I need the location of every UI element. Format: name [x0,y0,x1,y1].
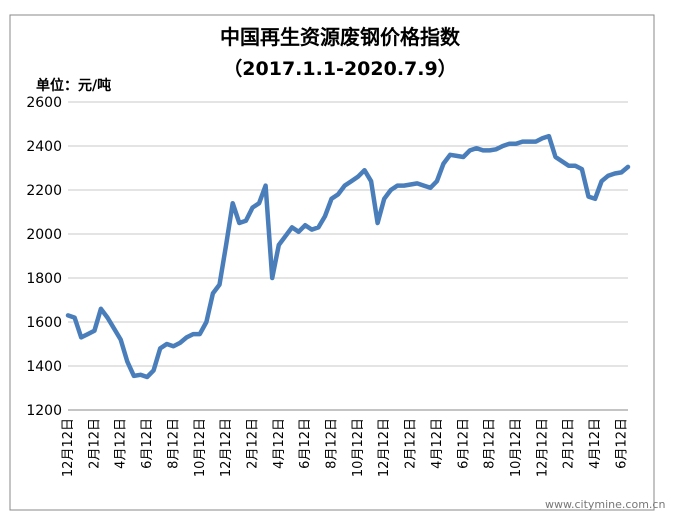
x-tick-label: 12月12日 [219,418,234,477]
x-tick-label: 8月12日 [325,418,340,469]
x-tick-label: 2月12日 [562,418,577,469]
line [65,133,631,380]
x-tick-label: 6月12日 [614,418,629,469]
x-tick-label: 2月12日 [245,418,260,469]
y-tick-label: 2000 [26,227,62,243]
x-tick-label: 6月12日 [298,418,313,469]
x-tick-label: 4月12日 [272,418,287,469]
chart-frame [9,14,655,511]
x-tick-label: 8月12日 [166,418,181,469]
x-tick-label: 8月12日 [483,418,498,469]
y-tick-label: 2600 [26,95,62,111]
x-tick-label: 12月12日 [61,418,76,477]
x-tick-label: 4月12日 [430,418,445,469]
x-tick-label: 12月12日 [377,418,392,477]
x-tick-label: 10月12日 [509,418,524,477]
chart-subtitle: （2017.1.1-2020.7.9） [223,57,456,80]
y-tick-label: 2400 [26,139,62,155]
x-tick-label: 10月12日 [351,418,366,477]
x-tick-label: 2月12日 [87,418,102,469]
x-tick-label: 12月12日 [535,418,550,477]
x-tick-label: 4月12日 [114,418,129,469]
y-tick-label: 1600 [26,315,62,331]
chart-title: 中国再生资源废钢价格指数 [220,25,461,49]
y-axis-label: 单位：元/吨 [36,77,111,94]
x-tick-label: 2月12日 [404,418,419,469]
y-tick-label: 1800 [26,271,62,287]
x-tick-label: 10月12日 [193,418,208,477]
y-tick-label: 1400 [26,359,62,375]
y-tick-label: 1200 [26,403,62,419]
x-tick-label: 4月12日 [588,418,603,469]
watermark: www.citymine.com.cn [545,498,665,511]
y-tick-label: 2200 [26,183,62,199]
x-tick-label: 6月12日 [140,418,155,469]
x-tick-label: 6月12日 [456,418,471,469]
